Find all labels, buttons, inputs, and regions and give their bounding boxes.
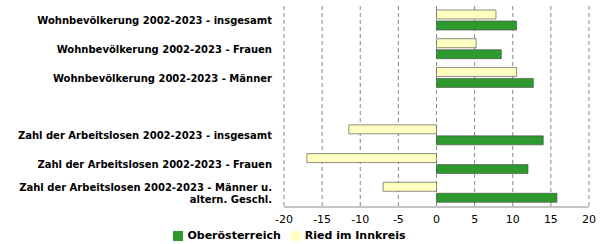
svg-text:-15: -15 bbox=[313, 213, 331, 226]
svg-text:20: 20 bbox=[582, 213, 596, 226]
svg-text:Zahl der Arbeitslosen 2002-202: Zahl der Arbeitslosen 2002-2023 - Frauen bbox=[37, 159, 272, 170]
svg-text:0: 0 bbox=[433, 213, 440, 226]
svg-text:Wohnbevölkerung 2002-2023 - in: Wohnbevölkerung 2002-2023 - insgesamt bbox=[37, 15, 272, 26]
svg-text:Wohnbevölkerung 2002-2023 - Fr: Wohnbevölkerung 2002-2023 - Frauen bbox=[57, 44, 272, 55]
svg-text:-5: -5 bbox=[393, 213, 404, 226]
svg-text:5: 5 bbox=[471, 213, 478, 226]
svg-text:Zahl der Arbeitslosen 2002-202: Zahl der Arbeitslosen 2002-2023 - Männer… bbox=[19, 182, 272, 193]
svg-text:-20: -20 bbox=[275, 213, 293, 226]
html-text:Oberösterreich: Oberösterreich bbox=[187, 229, 281, 242]
html-text:Ried im Innkreis: Ried im Innkreis bbox=[304, 229, 406, 242]
svg-text:Wohnbevölkerung 2002-2023 - Mä: Wohnbevölkerung 2002-2023 - Männer bbox=[53, 73, 272, 84]
svg-text:15: 15 bbox=[544, 213, 558, 226]
svg-text:10: 10 bbox=[506, 213, 520, 226]
svg-text:-10: -10 bbox=[351, 213, 369, 226]
svg-text:Zahl der Arbeitslosen 2002-202: Zahl der Arbeitslosen 2002-2023 - insges… bbox=[18, 130, 272, 141]
svg-text:altern. Geschl.: altern. Geschl. bbox=[190, 194, 272, 205]
